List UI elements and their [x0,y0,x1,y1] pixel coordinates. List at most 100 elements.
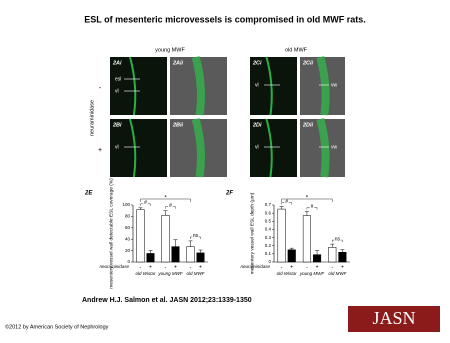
neuraminidase-sign: + [199,264,202,270]
panel-label: 2F [225,191,233,197]
neuraminidase-sign: - [281,264,283,270]
structure-label: vw [331,144,338,150]
vessel-stain [316,55,330,116]
significance: ns [193,233,199,239]
y-tick-label: 0.2 [265,243,272,248]
y-tick-label: 80 [125,214,131,219]
y-tick-label: 60 [125,225,131,230]
y-tick-label: 0 [268,259,271,264]
panel-label: 2Aii [172,60,184,66]
micrograph [110,57,167,115]
bracket [281,202,292,205]
panel-label: 2E [84,191,93,197]
x-tick-label: old MWF [187,271,205,276]
y-tick-label: 0.7 [265,202,272,207]
micrograph [110,119,167,177]
panel-label: 2Dii [302,122,314,128]
bracket [165,206,176,209]
neuraminidase-sign: + [290,264,293,270]
bracket [332,239,343,243]
panel-label: 2Cii [302,60,314,66]
neuraminidase-sign: - [190,264,192,270]
bar [302,215,311,263]
significance: # [285,199,288,205]
x-tick-label: young MWF [299,271,325,276]
y-axis-label: mesentery vessel wall ESL depth (µm) [249,192,255,274]
bar [338,251,347,263]
bracket [306,207,318,210]
bracket [190,236,201,239]
neuraminidase-sign: - [306,264,308,270]
structure-label: vl [255,144,259,150]
structure-label: vl [115,88,119,94]
panel-label: 2Bii [172,122,184,128]
bar [196,252,205,263]
row-label: - [99,85,102,92]
x-tick-label: old MWF [328,271,346,276]
significance: ns [335,236,341,242]
y-tick-label: 20 [125,248,131,253]
vessel-stain [316,117,330,178]
column-header: young MWF [155,47,185,53]
slide-title: ESL of mesenteric microvessels is compro… [84,14,365,24]
row-axis-label: neuraminidase [89,100,95,136]
bar [146,253,155,263]
y-tick-label: 0 [127,259,130,264]
y-tick-label: 0.5 [265,218,272,223]
y-tick-label: 0.1 [265,251,272,256]
neuraminidase-sign: - [165,264,167,270]
neuraminidase-sign: + [341,264,344,270]
structure-label: vl [255,82,259,88]
x-row-label: neuraminidase [99,264,129,269]
bar [328,247,337,263]
logo-box [348,306,440,332]
bar [287,249,296,263]
y-tick-label: 40 [125,236,131,241]
micrograph [250,57,297,115]
significance: # [144,200,147,206]
neuraminidase-sign: + [174,264,177,270]
vessel-stain [128,56,137,116]
x-tick-label: old Wistar [277,271,297,276]
neuraminidase-sign: - [331,264,333,270]
panel-label: 2Ci [252,60,262,66]
structure-label: vw [331,82,338,88]
bar [136,209,145,263]
bracket [140,203,151,206]
x-row-label: neuraminidase [240,264,270,269]
bracket [140,198,191,202]
neuraminidase-sign: + [149,264,152,270]
neuraminidase-sign: + [316,264,319,270]
panel-label: 2Ai [112,60,122,66]
row-label: + [98,147,102,154]
y-tick-label: 100 [122,202,130,207]
significance: * [306,196,309,202]
bar [277,208,286,263]
bracket [281,198,333,202]
column-header: old MWF [285,47,308,53]
structure-label: esl [115,76,121,82]
bar [171,246,180,263]
y-axis-label: mesentery vessel wall detectable ESL cov… [108,178,114,289]
vessel-stain [265,118,273,178]
logo: JASN [372,308,415,328]
neuraminidase-sign: - [140,264,142,270]
vessel-stain [191,55,205,116]
x-tick-label: old Wistar [136,271,156,276]
bar [186,246,195,263]
micrograph [250,119,297,177]
vessel-stain [191,117,205,178]
y-tick-label: 0.3 [265,235,272,240]
vessel-stain [265,56,273,116]
significance: # [311,204,314,210]
panel-label: 2Bi [112,122,122,128]
bar [313,254,322,263]
copyright: ©2012 by American Society of Nephrology [5,323,109,330]
structure-label: vl [115,144,119,150]
panel-label: 2Di [252,122,262,128]
significance: * [164,196,167,202]
vessel-stain [128,118,137,178]
significance: # [169,203,172,209]
y-tick-label: 0.6 [265,210,272,215]
